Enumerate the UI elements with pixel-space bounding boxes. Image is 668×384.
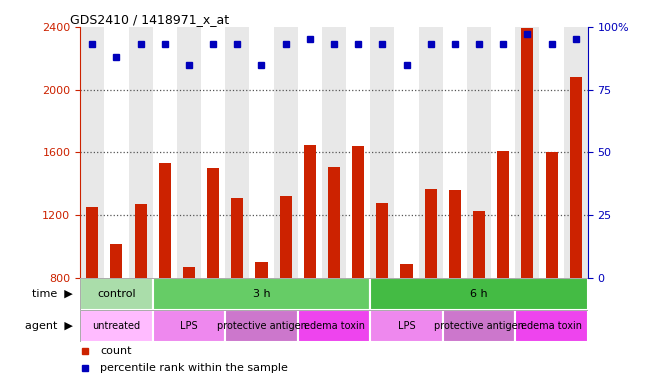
Bar xyxy=(110,243,122,278)
Bar xyxy=(443,310,515,342)
Text: time  ▶: time ▶ xyxy=(33,289,73,299)
Bar xyxy=(159,164,171,278)
Text: edema toxin: edema toxin xyxy=(521,321,582,331)
Bar xyxy=(274,27,298,278)
Bar xyxy=(255,262,267,278)
Text: LPS: LPS xyxy=(397,321,415,331)
Bar xyxy=(298,27,322,278)
Bar xyxy=(328,167,340,278)
Bar xyxy=(515,27,540,278)
Bar xyxy=(322,27,346,278)
Bar xyxy=(80,310,153,342)
Bar xyxy=(80,27,104,278)
Bar xyxy=(467,27,491,278)
Bar xyxy=(207,168,219,278)
Bar xyxy=(153,278,370,310)
Bar xyxy=(134,204,147,278)
Bar xyxy=(128,27,153,278)
Bar xyxy=(280,197,292,278)
Bar xyxy=(491,27,515,278)
Text: 3 h: 3 h xyxy=(253,289,271,299)
Bar xyxy=(521,28,534,278)
Text: edema toxin: edema toxin xyxy=(303,321,365,331)
Bar xyxy=(570,77,582,278)
Bar xyxy=(231,198,243,278)
Bar xyxy=(376,203,388,278)
Bar xyxy=(346,27,370,278)
Bar xyxy=(249,27,274,278)
Bar xyxy=(183,267,195,278)
Bar xyxy=(370,310,443,342)
Text: untreated: untreated xyxy=(92,321,140,331)
Bar xyxy=(443,27,467,278)
Text: 6 h: 6 h xyxy=(470,289,488,299)
Bar xyxy=(515,310,588,342)
Bar xyxy=(352,146,364,278)
Text: count: count xyxy=(100,346,132,356)
Bar xyxy=(370,27,394,278)
Bar xyxy=(298,310,370,342)
Bar xyxy=(449,190,461,278)
Text: control: control xyxy=(97,289,136,299)
Bar xyxy=(153,27,177,278)
Text: agent  ▶: agent ▶ xyxy=(25,321,73,331)
Bar xyxy=(540,27,564,278)
Bar xyxy=(564,27,588,278)
Bar xyxy=(497,151,509,278)
Bar xyxy=(304,145,316,278)
Bar xyxy=(425,189,437,278)
Bar xyxy=(419,27,443,278)
Text: percentile rank within the sample: percentile rank within the sample xyxy=(100,363,289,373)
Text: protective antigen: protective antigen xyxy=(434,321,524,331)
Bar xyxy=(225,27,249,278)
Bar xyxy=(546,152,558,278)
Bar xyxy=(394,27,419,278)
Bar xyxy=(104,27,128,278)
Text: GDS2410 / 1418971_x_at: GDS2410 / 1418971_x_at xyxy=(70,13,229,26)
Bar xyxy=(225,310,298,342)
Bar xyxy=(370,278,588,310)
Bar xyxy=(177,27,201,278)
Text: LPS: LPS xyxy=(180,321,198,331)
Bar xyxy=(86,207,98,278)
Bar xyxy=(201,27,225,278)
Bar xyxy=(473,210,485,278)
Bar xyxy=(153,310,225,342)
Bar xyxy=(401,264,413,278)
Bar xyxy=(80,278,153,310)
Text: protective antigen: protective antigen xyxy=(216,321,307,331)
